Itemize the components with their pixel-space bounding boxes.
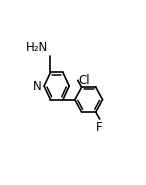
Text: N: N: [32, 80, 41, 92]
Text: H₂N: H₂N: [26, 41, 48, 54]
Text: Cl: Cl: [79, 74, 91, 87]
Text: F: F: [96, 121, 103, 134]
